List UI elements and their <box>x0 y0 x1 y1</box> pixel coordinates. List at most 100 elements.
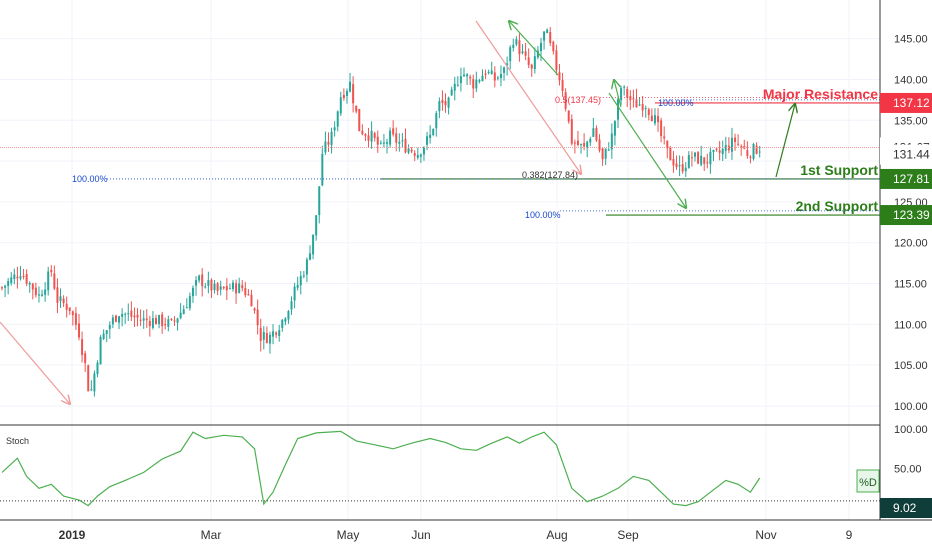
candle <box>74 313 77 325</box>
candle <box>518 40 521 55</box>
candle <box>22 276 25 278</box>
price-axis: 145.00140.00135.00125.00120.00115.00110.… <box>879 0 932 520</box>
stoch-tick-label: 50.00 <box>894 464 922 476</box>
candle <box>546 29 549 34</box>
candle <box>37 294 40 296</box>
candle <box>250 294 253 307</box>
candle <box>475 79 478 89</box>
candle <box>321 153 324 186</box>
second-price-tag-bg <box>880 144 932 165</box>
candle <box>734 137 737 142</box>
candle <box>81 339 84 356</box>
fib-label: 0.5(137.45) <box>555 95 601 105</box>
candle <box>355 105 358 112</box>
candle <box>364 134 367 136</box>
candle <box>130 310 133 317</box>
stoch-line <box>1 430 761 507</box>
candle <box>595 128 598 141</box>
resistance-price-tag-bg <box>880 92 932 113</box>
candle <box>564 92 567 109</box>
candle <box>108 324 111 329</box>
candle <box>155 318 157 325</box>
candle <box>13 274 16 280</box>
price-grid <box>0 0 880 520</box>
candle <box>4 285 7 288</box>
candle <box>746 150 749 156</box>
candle <box>78 323 80 338</box>
fib-label: 100.00% <box>525 210 561 220</box>
candle <box>638 104 641 106</box>
candle <box>620 88 623 101</box>
price-tick-label: 135.00 <box>894 115 928 127</box>
candle <box>228 288 231 290</box>
fib-label: 0.382(127.84) <box>522 170 578 180</box>
resistance-price-tag: 137.12 <box>893 96 930 110</box>
candle <box>478 80 481 82</box>
candle <box>484 73 487 75</box>
candle <box>392 128 395 135</box>
candle <box>379 142 382 144</box>
candle <box>607 149 610 151</box>
candle <box>459 76 462 84</box>
candle <box>318 186 321 216</box>
candle <box>204 286 207 288</box>
candle <box>222 286 225 289</box>
candle <box>139 319 142 321</box>
candle <box>259 327 262 341</box>
candle <box>185 307 188 309</box>
candle <box>342 94 345 99</box>
candle <box>549 32 552 43</box>
candle <box>299 275 302 286</box>
candle <box>530 64 533 69</box>
candle <box>28 282 31 285</box>
candle <box>376 136 379 145</box>
time-tick-label: Aug <box>546 528 567 542</box>
candle <box>404 138 407 153</box>
candle <box>118 316 121 323</box>
candle <box>435 113 438 129</box>
trend-arrow <box>614 80 622 108</box>
candle <box>284 318 287 322</box>
candle <box>635 99 638 108</box>
candle <box>133 315 136 318</box>
candle <box>84 353 87 364</box>
candle <box>490 70 493 74</box>
candle <box>524 51 527 56</box>
candle <box>173 320 176 322</box>
candle <box>669 147 672 161</box>
price-tick-label: 140.00 <box>894 74 928 86</box>
candle <box>265 332 268 343</box>
candle <box>663 136 666 139</box>
candle <box>158 315 161 325</box>
candle <box>47 271 50 291</box>
candle <box>653 115 656 124</box>
candle <box>629 96 632 101</box>
candle <box>647 109 650 115</box>
candle <box>721 148 724 155</box>
candle <box>521 51 524 54</box>
candle <box>515 39 518 45</box>
candle <box>527 57 530 65</box>
candle <box>610 133 613 150</box>
candle <box>444 101 447 106</box>
second-price-tag: 131.44 <box>893 148 930 162</box>
candle <box>684 167 687 172</box>
candle <box>703 157 706 164</box>
candle <box>44 289 47 295</box>
candle <box>167 319 170 327</box>
candle <box>339 97 342 114</box>
candle <box>102 333 105 339</box>
candle <box>543 31 546 41</box>
candle <box>617 99 619 120</box>
candle <box>216 283 219 291</box>
candle <box>170 318 173 320</box>
candle <box>352 84 355 104</box>
first-support-price-tag: 127.81 <box>893 172 930 186</box>
candle <box>16 276 19 279</box>
candle <box>456 84 459 86</box>
candle <box>472 79 475 89</box>
candle <box>333 127 336 131</box>
candle <box>601 148 604 160</box>
candle <box>244 288 247 296</box>
